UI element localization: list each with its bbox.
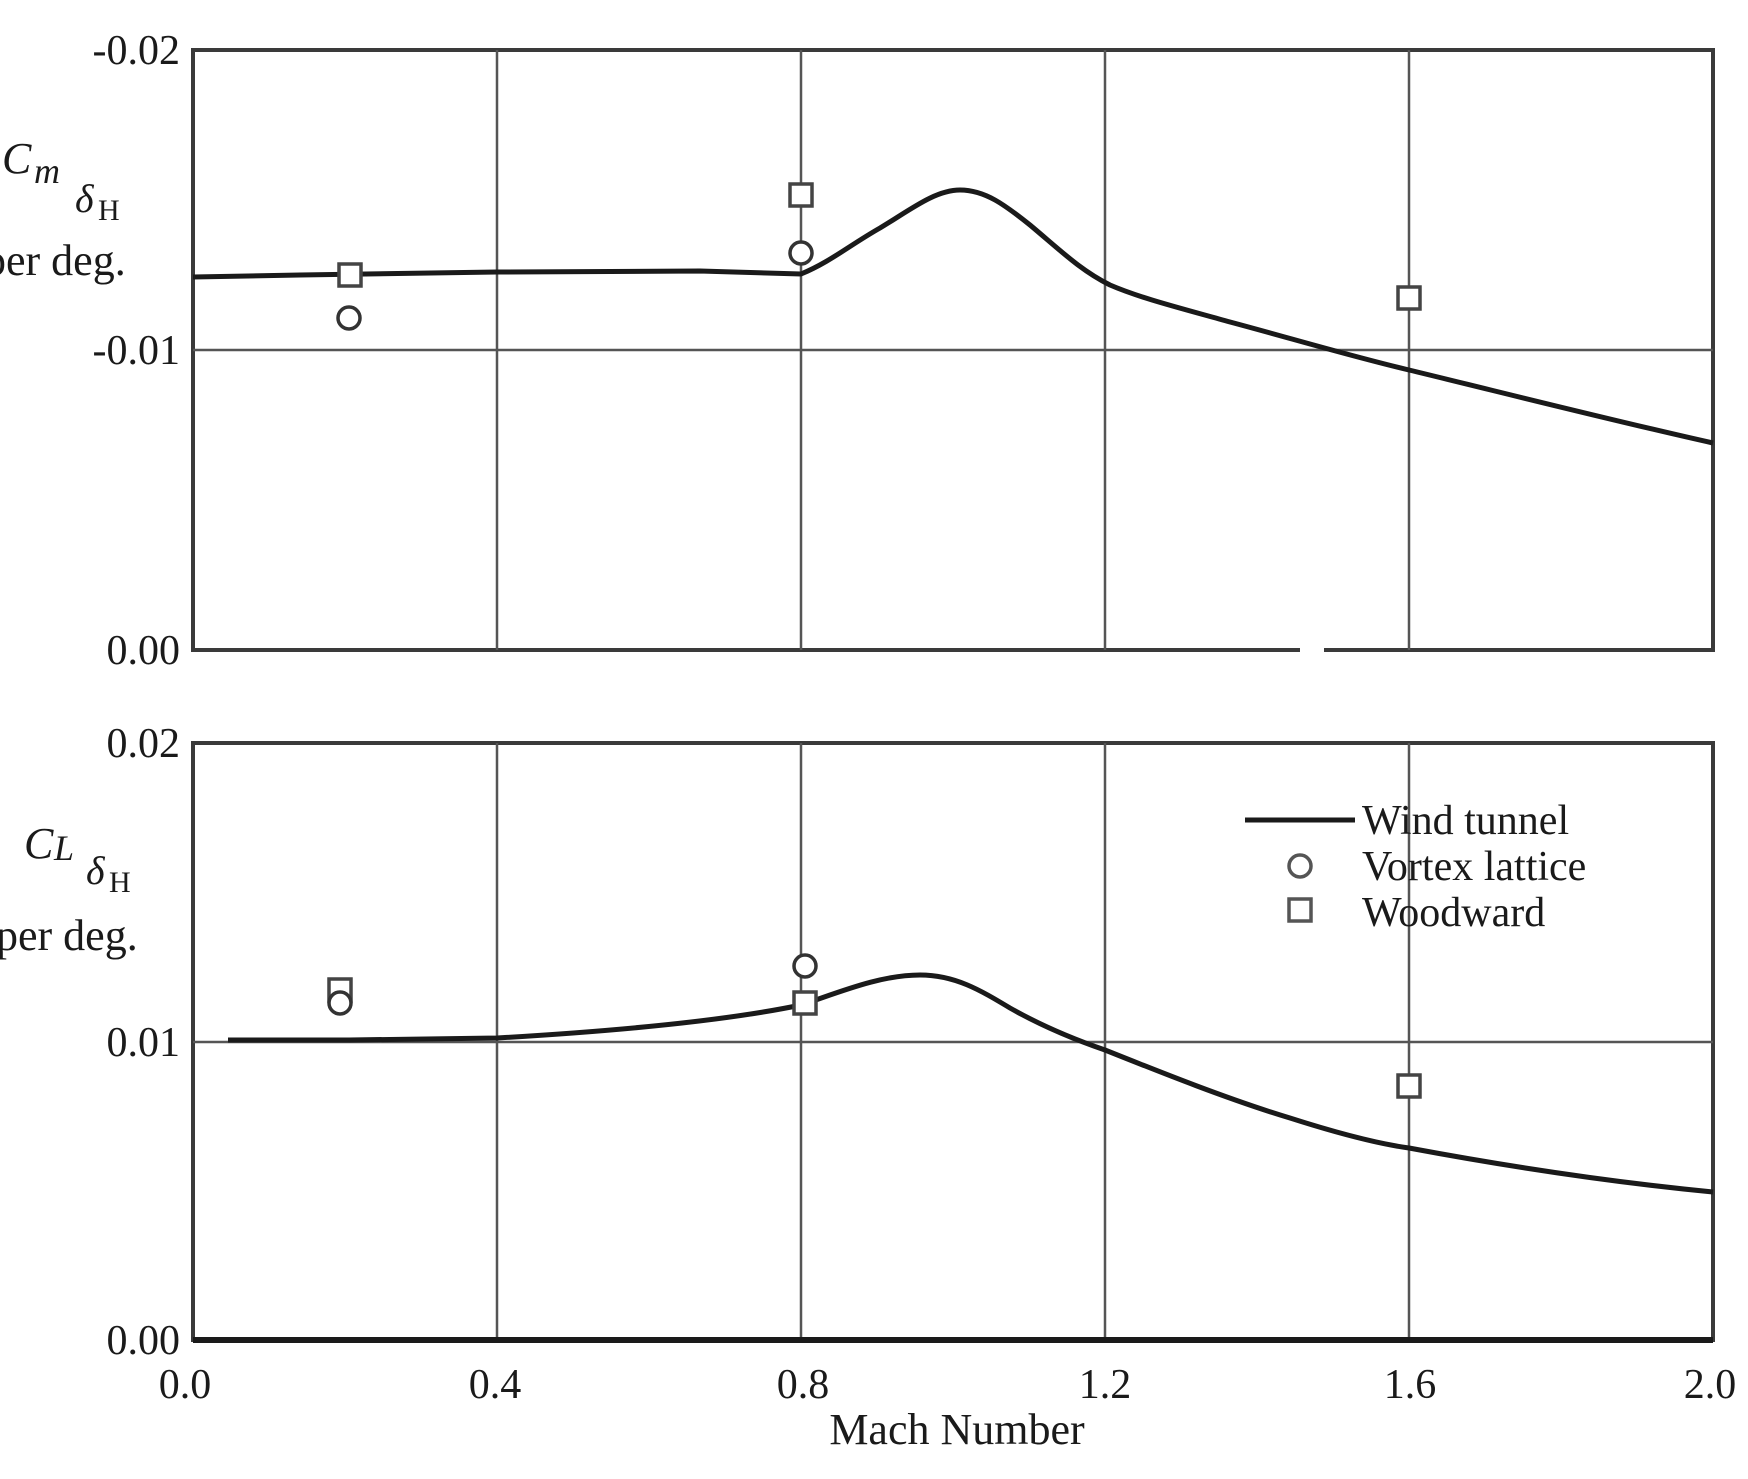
bottom-ylabel-h: H	[109, 866, 131, 899]
legend-wind-tunnel: Wind tunnel	[1362, 798, 1569, 844]
top-ylabel-h: H	[98, 194, 120, 227]
circle-marker-icon	[327, 990, 353, 1016]
xtick-3: 1.2	[1079, 1362, 1132, 1408]
bottom-ytick-0: 0.02	[107, 721, 181, 767]
square-marker-icon	[788, 182, 814, 208]
top-ylabel-units: per deg.	[0, 236, 126, 285]
bottom-ylabel-c: C	[24, 819, 54, 868]
bottom-plot: 0.02 0.01 0.00 C L δ H per deg. Wind tun…	[0, 721, 1736, 1454]
xtick-2: 0.8	[777, 1362, 830, 1408]
axis-gap	[1300, 644, 1324, 656]
top-plot: -0.02 -0.01 0.00 C m δ H per deg.	[0, 28, 1715, 674]
xtick-1: 0.4	[469, 1362, 522, 1408]
square-marker-icon	[1396, 1073, 1422, 1099]
legend: Wind tunnel Vortex lattice Woodward	[1245, 798, 1586, 936]
bottom-ylabel-l: L	[53, 828, 74, 868]
top-ytick-1: -0.01	[93, 328, 181, 374]
top-ylabel: C m δ H per deg.	[0, 134, 126, 285]
bottom-ylabel-units: per deg.	[0, 911, 138, 960]
legend-circle-icon	[1287, 853, 1313, 879]
xtick-0: 0.0	[159, 1362, 212, 1408]
top-wind-tunnel-curve	[192, 187, 1714, 446]
legend-square-icon	[1287, 897, 1313, 923]
square-marker-icon	[1396, 285, 1422, 311]
square-marker-icon	[337, 262, 363, 288]
xtick-4: 1.6	[1384, 1362, 1437, 1408]
x-axis-label: Mach Number	[829, 1405, 1085, 1454]
top-ylabel-m: m	[34, 151, 60, 191]
top-ylabel-c: C	[2, 134, 32, 183]
top-ytick-2: 0.00	[107, 628, 181, 674]
bottom-grid	[193, 743, 1713, 1340]
x-ticks: 0.0 0.4 0.8 1.2 1.6 2.0	[159, 1362, 1737, 1408]
legend-vortex-lattice: Vortex lattice	[1362, 844, 1586, 890]
circle-marker-icon	[788, 240, 814, 266]
bottom-ytick-1: 0.01	[107, 1020, 181, 1066]
top-woodward-markers	[337, 182, 1422, 311]
bottom-ytick-2: 0.00	[107, 1318, 181, 1364]
top-grid	[193, 50, 1713, 650]
bottom-ylabel: C L δ H per deg.	[0, 819, 138, 960]
bottom-vortex-lattice-markers	[327, 953, 818, 1016]
top-ytick-0: -0.02	[93, 28, 181, 74]
bottom-wind-tunnel-curve	[228, 972, 1714, 1195]
top-ylabel-delta: δ	[75, 176, 95, 221]
square-marker-icon	[792, 990, 818, 1016]
circle-marker-icon	[792, 953, 818, 979]
bottom-ylabel-delta: δ	[86, 848, 106, 893]
xtick-5: 2.0	[1684, 1362, 1737, 1408]
legend-woodward: Woodward	[1362, 890, 1545, 936]
circle-marker-icon	[336, 305, 362, 331]
top-vortex-lattice-markers	[336, 240, 814, 331]
